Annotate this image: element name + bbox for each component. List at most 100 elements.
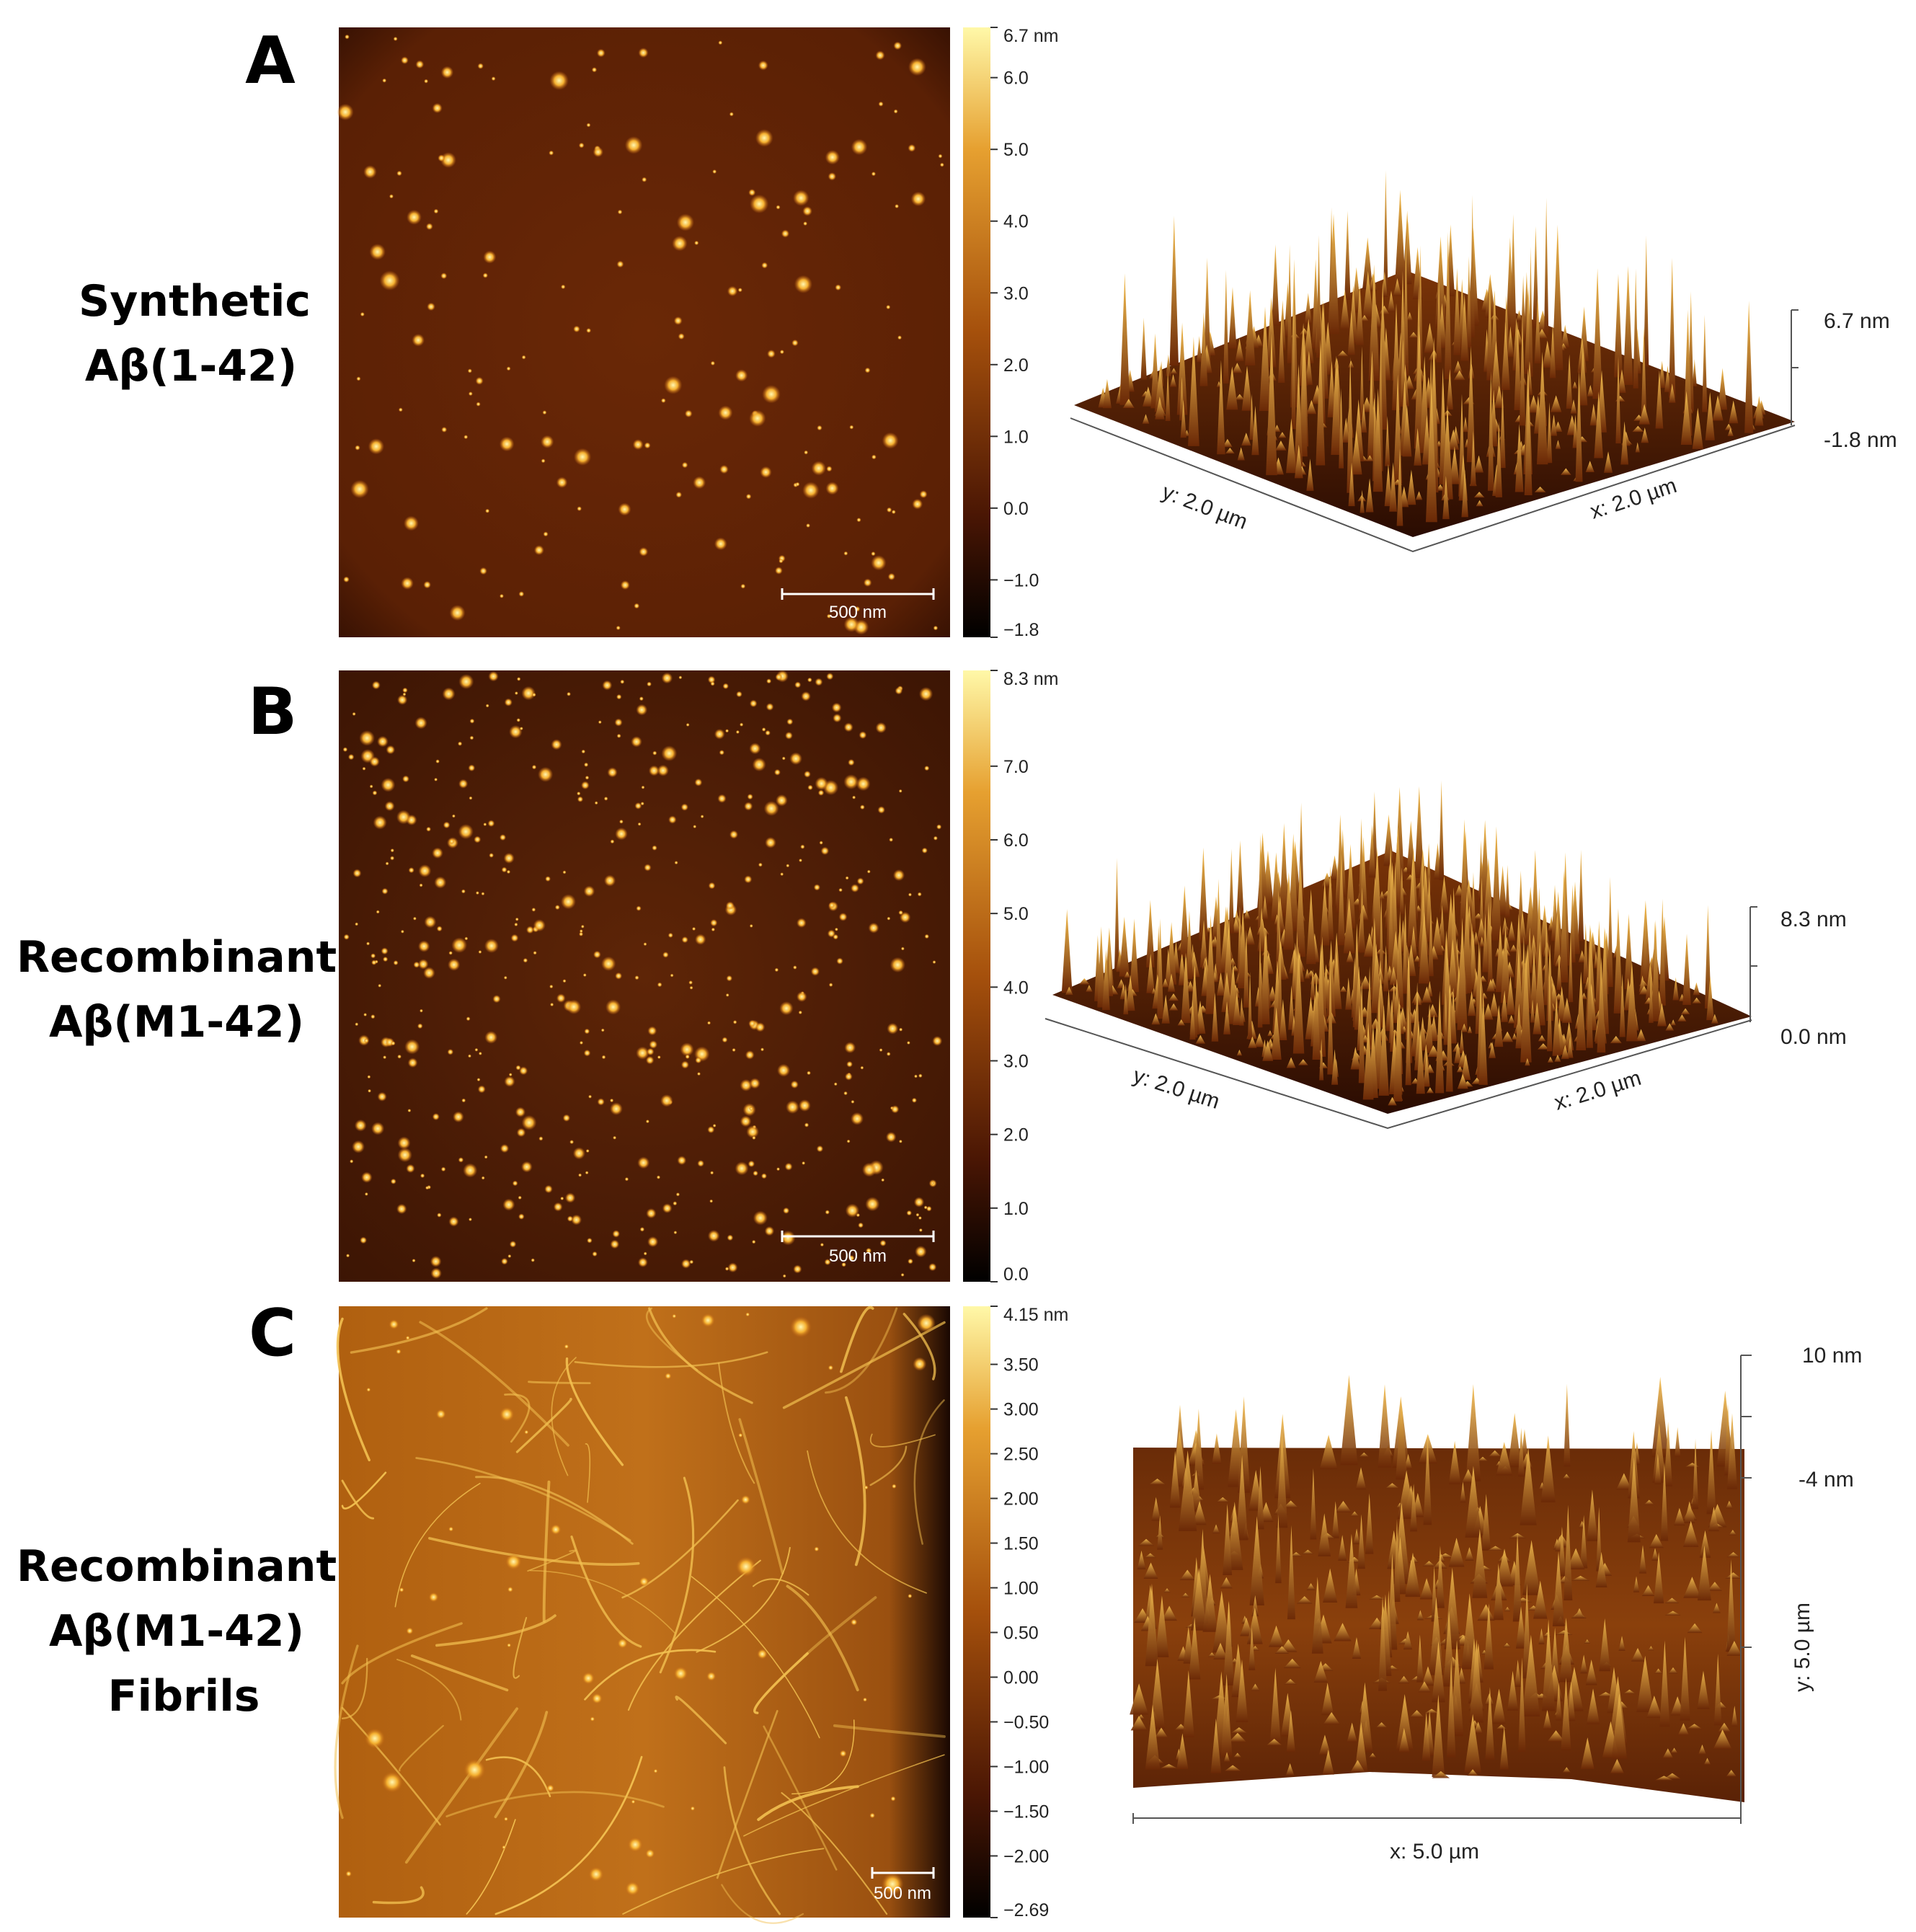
colorbar-tick-label: 1.50 — [1003, 1534, 1039, 1554]
particle — [571, 1214, 582, 1226]
surface-peak — [1223, 1752, 1230, 1762]
particle — [900, 911, 911, 923]
surface-peak — [1705, 391, 1715, 440]
particle — [532, 692, 536, 697]
surface-peak — [1236, 1455, 1248, 1541]
surface-peak — [1166, 354, 1171, 377]
particle — [744, 875, 753, 884]
particle — [784, 731, 793, 740]
particle — [711, 927, 716, 932]
particle — [670, 973, 674, 978]
surface-peak — [1618, 369, 1626, 394]
surface-peak — [1283, 872, 1295, 950]
particle — [693, 825, 697, 829]
particle — [648, 765, 660, 776]
particle — [647, 1047, 655, 1056]
particle — [710, 681, 715, 686]
surface-peak — [1378, 1595, 1388, 1691]
particle — [355, 1022, 359, 1027]
particle — [807, 784, 813, 791]
surface-peak — [1410, 1484, 1418, 1532]
particle — [710, 919, 718, 927]
surface-peak — [1488, 1450, 1502, 1457]
surface-peak — [1525, 1058, 1530, 1066]
colorbar-tick-label: −0.50 — [1003, 1712, 1049, 1732]
surface-peak — [1409, 332, 1419, 338]
surface-peak — [1416, 1029, 1425, 1094]
surface-peak — [1546, 402, 1553, 464]
particle — [396, 810, 411, 825]
particle — [386, 745, 396, 755]
particle — [521, 686, 536, 701]
fibril — [372, 1886, 425, 1905]
surface-peak — [1393, 278, 1402, 296]
particle — [418, 864, 432, 877]
particle — [745, 1312, 750, 1317]
fibril — [782, 1321, 946, 1409]
surface-peak — [1383, 945, 1389, 992]
fibril — [570, 1536, 642, 1648]
surface-peak — [1448, 1538, 1465, 1567]
surface-peak — [1692, 407, 1703, 449]
particle — [786, 718, 794, 725]
fibril — [527, 1549, 577, 1572]
particle — [649, 1040, 658, 1049]
surface-peak — [1553, 913, 1561, 965]
surface-peak — [1355, 1467, 1367, 1490]
surface-peak — [1561, 324, 1569, 347]
particle — [843, 551, 848, 556]
surface-peak — [1599, 1618, 1611, 1672]
particle — [514, 691, 518, 696]
surface-peak — [1245, 926, 1255, 945]
particle — [879, 1239, 887, 1246]
particle — [434, 777, 438, 781]
particle — [681, 461, 688, 469]
particle — [881, 1178, 885, 1182]
surface-peak — [1296, 1596, 1313, 1604]
afm-image-b: 500 nm — [339, 670, 950, 1282]
particle — [579, 1040, 584, 1045]
surface-peak — [1490, 340, 1502, 401]
surface-peak — [1283, 1500, 1299, 1508]
surface-peak — [1422, 1044, 1430, 1071]
surface-peak — [1330, 855, 1339, 880]
particle — [919, 490, 928, 499]
particle — [695, 1057, 702, 1064]
particle — [402, 775, 409, 783]
particle — [895, 204, 900, 209]
surface-peak — [1492, 1688, 1506, 1724]
surface-peak — [1471, 872, 1476, 934]
particle — [551, 739, 562, 750]
surface-peak — [1570, 399, 1577, 414]
particle — [887, 916, 891, 921]
particle — [751, 1239, 756, 1244]
panel-letter-a: A — [245, 23, 296, 99]
surface-peak — [1162, 978, 1169, 988]
surface-peak — [1641, 326, 1647, 422]
particle — [533, 919, 546, 932]
particle — [828, 172, 837, 181]
surface-peak — [1251, 405, 1259, 456]
particle — [688, 980, 693, 985]
particle — [673, 1666, 688, 1681]
particle — [509, 724, 523, 739]
surface-peak — [1269, 1667, 1281, 1744]
particle — [408, 867, 414, 874]
surface-peak — [1375, 975, 1386, 1028]
surface-peak — [1672, 977, 1679, 1001]
surface-peak — [1446, 1660, 1456, 1758]
surface-peak — [1439, 876, 1449, 913]
particle — [676, 213, 694, 231]
surface-peak — [1442, 476, 1450, 520]
particle — [610, 1239, 620, 1249]
particle — [645, 1848, 655, 1858]
surface-peak — [1654, 1776, 1673, 1781]
particle — [371, 960, 377, 965]
particle — [420, 1173, 425, 1179]
particle — [732, 1047, 736, 1053]
particle — [397, 1054, 402, 1059]
particle — [362, 766, 366, 771]
view3d-b-peaks — [1061, 780, 1718, 1106]
particle — [560, 1196, 564, 1201]
colorbars: 6.7 nm6.05.04.03.02.01.00.0−1.0−1.88.3 n… — [963, 26, 1068, 1920]
